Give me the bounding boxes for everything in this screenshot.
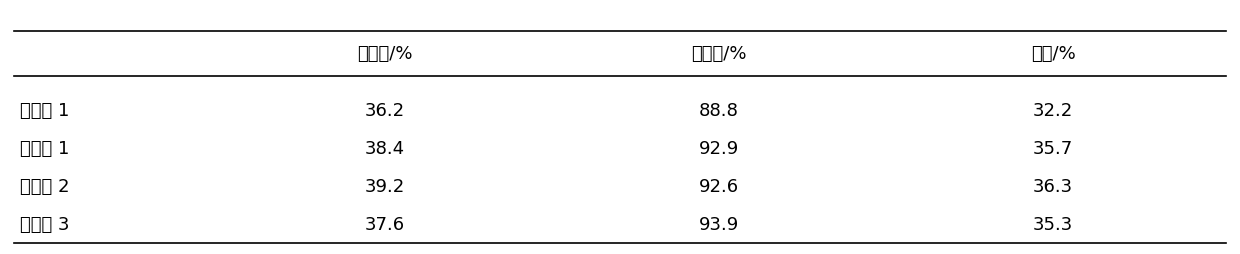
Text: 收率/%: 收率/%	[1030, 45, 1075, 63]
Text: 93.9: 93.9	[699, 215, 739, 233]
Text: 比较例 1: 比较例 1	[20, 102, 69, 120]
Text: 36.3: 36.3	[1033, 177, 1073, 195]
Text: 88.8: 88.8	[699, 102, 739, 120]
Text: 39.2: 39.2	[365, 177, 405, 195]
Text: 实施例 2: 实施例 2	[20, 177, 69, 195]
Text: 32.2: 32.2	[1033, 102, 1073, 120]
Text: 38.4: 38.4	[365, 139, 405, 157]
Text: 35.3: 35.3	[1033, 215, 1073, 233]
Text: 35.7: 35.7	[1033, 139, 1073, 157]
Text: 92.9: 92.9	[699, 139, 739, 157]
Text: 实施例 3: 实施例 3	[20, 215, 69, 233]
Text: 36.2: 36.2	[365, 102, 405, 120]
Text: 37.6: 37.6	[365, 215, 405, 233]
Text: 实施例 1: 实施例 1	[20, 139, 69, 157]
Text: 92.6: 92.6	[699, 177, 739, 195]
Text: 选择性/%: 选择性/%	[691, 45, 746, 63]
Text: 转化率/%: 转化率/%	[357, 45, 413, 63]
